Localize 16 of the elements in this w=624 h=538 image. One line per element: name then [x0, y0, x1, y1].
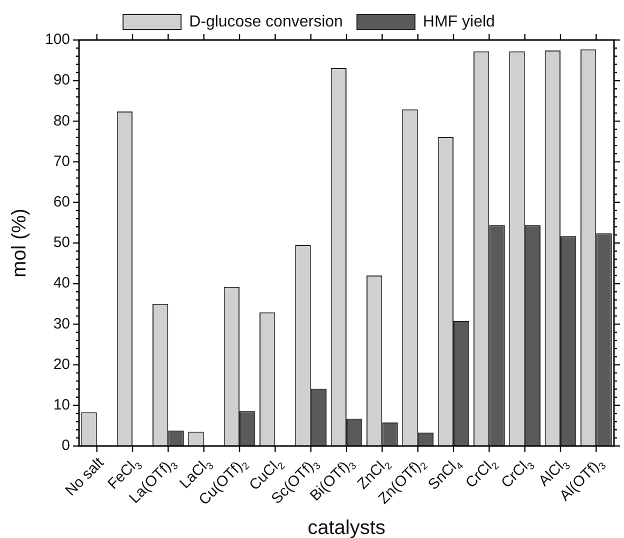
y-tick-label: 60 [53, 194, 70, 211]
y-tick-label: 90 [53, 72, 70, 89]
legend-label: D-glucose conversion [189, 13, 343, 30]
y-tick-label: 100 [44, 31, 70, 48]
y-tick-label: 20 [53, 356, 70, 373]
y-axis-title: mol (%) [8, 208, 31, 278]
x-tick-label: No salt [62, 454, 108, 500]
y-tick-label: 0 [62, 437, 70, 454]
y-tick-label: 50 [53, 234, 70, 252]
y-tick-label: 80 [53, 112, 70, 130]
y-tick-label: 10 [53, 396, 70, 414]
y-tick-label: 40 [53, 274, 70, 292]
y-tick-label: 70 [53, 152, 70, 170]
y-tick-label: 30 [53, 315, 70, 332]
x-axis-title: catalysts [308, 517, 386, 538]
legend-label: HMF yield [422, 13, 495, 30]
